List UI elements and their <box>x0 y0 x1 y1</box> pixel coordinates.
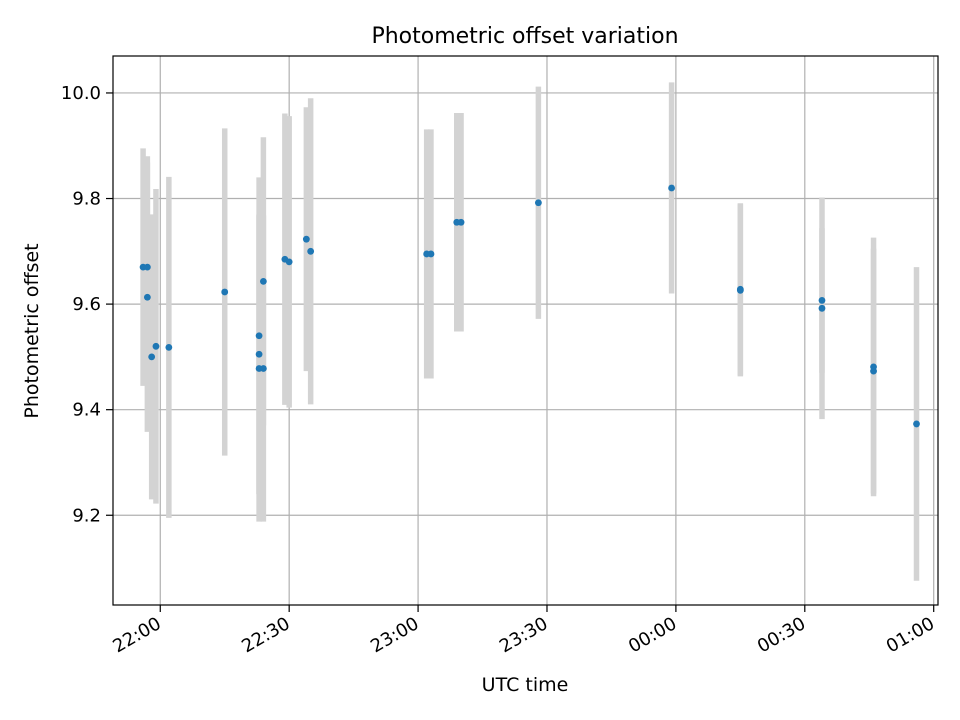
y-tick-label: 9.8 <box>72 189 101 210</box>
y-axis-label: Photometric offset <box>21 243 43 418</box>
data-point <box>307 247 315 255</box>
plot-frame <box>112 55 939 606</box>
y-tick-label: 10.0 <box>61 83 101 104</box>
data-point <box>255 332 263 340</box>
data-point <box>818 297 826 304</box>
data-point <box>143 293 151 301</box>
data-point <box>221 288 229 296</box>
y-tick-label: 9.2 <box>72 505 101 526</box>
y-tick-label: 9.4 <box>72 400 101 421</box>
data-point <box>870 363 877 371</box>
data-point <box>302 235 310 243</box>
data-point <box>143 263 151 271</box>
data-point <box>427 250 435 258</box>
y-axis: 9.2 9.4 9.6 9.8 10.0 <box>61 83 113 526</box>
data-point <box>534 199 542 207</box>
x-axis-label: UTC time <box>482 674 569 696</box>
data-point <box>259 278 267 285</box>
data-point <box>736 286 744 294</box>
data-point <box>818 304 826 312</box>
data-point <box>165 343 173 351</box>
chart-title: Photometric offset variation <box>371 24 678 49</box>
data-point <box>152 342 160 350</box>
data-points <box>139 184 920 428</box>
data-point <box>913 420 920 428</box>
data-point <box>259 365 267 372</box>
data-point <box>255 350 263 358</box>
data-point <box>457 218 465 226</box>
data-point <box>285 258 293 266</box>
data-point <box>668 184 675 192</box>
data-point <box>148 353 156 361</box>
y-tick-label: 9.6 <box>72 294 101 315</box>
